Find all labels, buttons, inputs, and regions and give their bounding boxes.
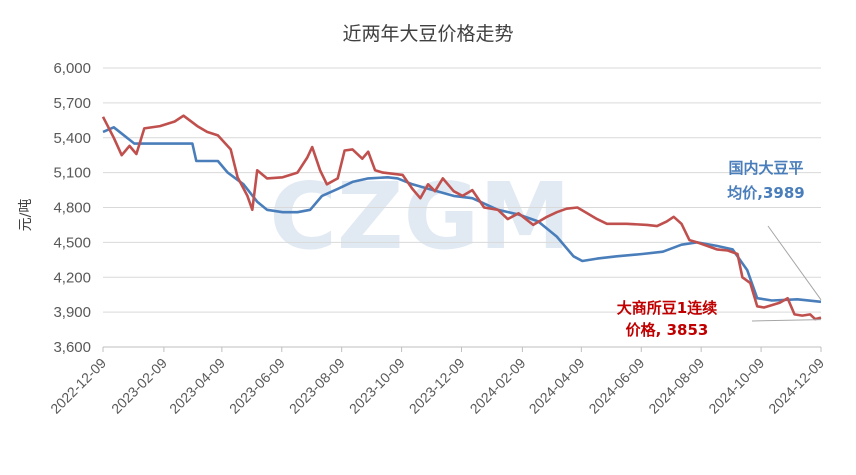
y-tick-label: 5,100 bbox=[53, 165, 91, 182]
x-tick-label: 2024-12-09 bbox=[765, 355, 827, 417]
x-tick-label: 2023-06-09 bbox=[226, 355, 288, 417]
y-tick-label: 4,200 bbox=[53, 269, 91, 286]
x-tick-label: 2024-04-09 bbox=[526, 355, 588, 417]
annotation-leader-line bbox=[751, 319, 822, 322]
x-tick-label: 2023-02-09 bbox=[108, 355, 170, 417]
x-tick-label: 2024-06-09 bbox=[585, 355, 647, 417]
series-line-dce-soybean bbox=[101, 114, 822, 321]
y-tick-label: 3,900 bbox=[53, 304, 91, 321]
annotation-leader-line bbox=[767, 225, 822, 301]
x-tick-label: 2024-02-09 bbox=[467, 355, 529, 417]
x-tick-label: 2022-12-09 bbox=[47, 355, 109, 417]
x-tick-label: 2023-10-09 bbox=[346, 355, 408, 417]
x-tick-label: 2023-12-09 bbox=[406, 355, 468, 417]
y-tick-label: 5,700 bbox=[53, 95, 91, 112]
y-axis-label: 元/吨 bbox=[18, 199, 34, 232]
y-tick-label: 6,000 bbox=[53, 60, 91, 77]
annotation-label: 价格, 3853 bbox=[626, 321, 709, 339]
y-tick-label: 4,500 bbox=[53, 234, 91, 251]
y-tick-label: 4,800 bbox=[53, 200, 91, 217]
annotation-label: 均价,3989 bbox=[727, 184, 804, 202]
annotation-label: 大商所豆1连续 bbox=[617, 299, 717, 317]
x-tick-label: 2023-08-09 bbox=[286, 355, 348, 417]
x-axis-ticks: 2022-12-092023-02-092023-04-092023-06-09… bbox=[47, 346, 827, 417]
y-axis-label-group: 元/吨 bbox=[18, 199, 34, 232]
annotation-label: 国内大豆平 bbox=[728, 159, 803, 177]
y-tick-label: 3,600 bbox=[53, 339, 91, 356]
series-lines bbox=[101, 114, 822, 321]
y-axis-ticks: 3,600 3,900 4,200 4,500 4,800 5,100 5,400 5,700… bbox=[53, 60, 91, 356]
x-tick-label: 2024-08-09 bbox=[645, 355, 707, 417]
chart-title: 近两年大豆价格走势 bbox=[342, 23, 513, 45]
x-tick-label: 2024-10-09 bbox=[705, 355, 767, 417]
x-tick-label: 2023-04-09 bbox=[166, 355, 228, 417]
y-tick-label: 5,400 bbox=[53, 130, 91, 147]
